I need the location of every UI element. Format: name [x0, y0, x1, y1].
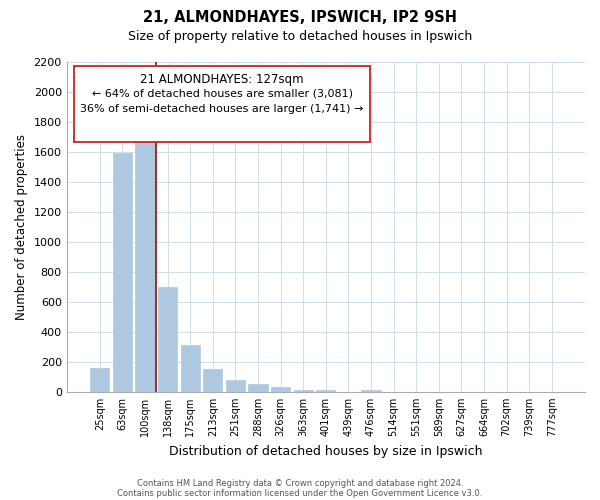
- Text: 21 ALMONDHAYES: 127sqm: 21 ALMONDHAYES: 127sqm: [140, 73, 304, 86]
- FancyBboxPatch shape: [74, 66, 370, 142]
- Bar: [226, 380, 245, 392]
- Bar: [271, 388, 290, 392]
- Text: ← 64% of detached houses are smaller (3,081): ← 64% of detached houses are smaller (3,…: [92, 88, 353, 99]
- Text: Size of property relative to detached houses in Ipswich: Size of property relative to detached ho…: [128, 30, 472, 43]
- Bar: [316, 390, 335, 392]
- Bar: [136, 129, 155, 392]
- Bar: [203, 368, 223, 392]
- Bar: [113, 153, 132, 392]
- X-axis label: Distribution of detached houses by size in Ipswich: Distribution of detached houses by size …: [169, 444, 482, 458]
- Text: 21, ALMONDHAYES, IPSWICH, IP2 9SH: 21, ALMONDHAYES, IPSWICH, IP2 9SH: [143, 10, 457, 25]
- Bar: [293, 390, 313, 392]
- Text: Contains public sector information licensed under the Open Government Licence v3: Contains public sector information licen…: [118, 488, 482, 498]
- Bar: [181, 344, 200, 392]
- Bar: [248, 384, 268, 392]
- Bar: [158, 286, 177, 392]
- Bar: [90, 368, 109, 392]
- Bar: [361, 390, 380, 392]
- Text: Contains HM Land Registry data © Crown copyright and database right 2024.: Contains HM Land Registry data © Crown c…: [137, 478, 463, 488]
- Text: 36% of semi-detached houses are larger (1,741) →: 36% of semi-detached houses are larger (…: [80, 104, 364, 114]
- Y-axis label: Number of detached properties: Number of detached properties: [15, 134, 28, 320]
